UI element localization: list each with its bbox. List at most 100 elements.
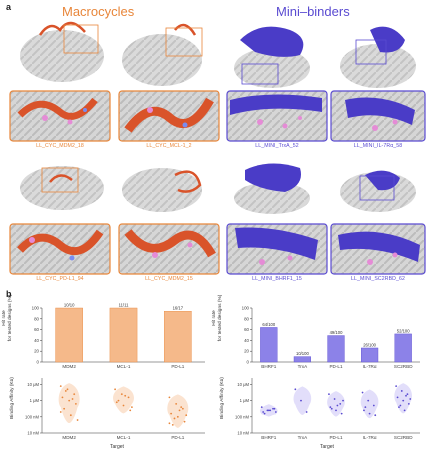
- mini-affinity-data-point: [406, 393, 409, 396]
- mini-hitrate-bar: [293, 356, 311, 363]
- mini-affinity-violin: [360, 389, 379, 419]
- mini-affinity-category-label: BHRF1: [261, 435, 277, 440]
- structure-gallery: [9, 21, 426, 275]
- panel-b-letter: b: [6, 289, 12, 299]
- mac-affinity-data-point: [63, 407, 66, 410]
- mini-affinity-data-point: [399, 404, 402, 407]
- structure-label: LL_MINI_SC2RBD_62: [351, 276, 405, 282]
- mini-hitrate-ytick-label: 40: [244, 338, 249, 343]
- mac-affinity-data-point: [59, 385, 62, 387]
- mini-affinity-ytick-label: 1 μM: [240, 398, 250, 403]
- structure-label: LL_MINI_TrxA_52: [255, 143, 299, 149]
- structure-label: LL_CYC_MDM2_18: [36, 143, 84, 149]
- structure-overview-6: [122, 168, 202, 212]
- structure-overview-3: [234, 26, 310, 88]
- mac-affinity-data-point: [122, 404, 125, 407]
- mini-hitrate-data-label: 52/100: [397, 328, 410, 333]
- mini-affinity-data-point: [374, 414, 377, 417]
- mac-affinity-data-point: [69, 414, 72, 417]
- mac-affinity-data-point: [120, 393, 123, 396]
- mini-hitrate-ytick-label: 0: [247, 360, 250, 365]
- mac-affinity-data-point: [59, 411, 62, 413]
- mini-affinity-data-point: [368, 412, 371, 415]
- mac-hitrate-category-label: MCL-1: [117, 364, 131, 369]
- structure-zoom-1: [9, 90, 111, 142]
- structure-label: LL_MINI_IL-7Rα_58: [353, 143, 403, 149]
- mac-affinity-violin: [58, 383, 80, 424]
- mini-affinity-data-point: [402, 399, 405, 402]
- mac-affinity-data-point: [74, 402, 77, 405]
- mac-affinity-data-point: [170, 412, 173, 415]
- mac-affinity-data-point: [127, 396, 130, 399]
- mini-affinity-data-point: [330, 407, 333, 410]
- mini-affinity-data-point: [269, 409, 272, 412]
- mac-affinity-data-point: [114, 388, 116, 391]
- mac-affinity-data-point: [71, 398, 74, 400]
- mac-hitrate-category-label: MDM2: [62, 364, 76, 369]
- mini-affinity-data-point: [396, 396, 399, 399]
- mini-hitrate-ytick-label: 20: [244, 349, 249, 354]
- mini-affinity-violin: [394, 383, 413, 414]
- mini-affinity-data-point: [267, 409, 270, 412]
- mini-affinity-data-point: [266, 409, 269, 412]
- mini-affinity-data-point: [336, 404, 339, 407]
- structure-zoom-2: [118, 90, 220, 142]
- mini-affinity-data-point: [340, 412, 343, 415]
- mini-affinity-category-label: SC2RBD: [394, 435, 413, 440]
- structure-overview-5: [20, 166, 104, 210]
- mini-affinity-data-point: [342, 399, 344, 402]
- mac-affinity-data-point: [185, 414, 188, 417]
- mac-affinity-data-point: [178, 409, 181, 412]
- mini-hitrate-data-label: 10/100: [296, 351, 309, 356]
- mac-hitrate-bar: [55, 307, 83, 363]
- mini-hitrate-category-label: BHRF1: [261, 364, 277, 369]
- mini-hitrate-category-label: IL-7Rα: [363, 364, 377, 369]
- mini-hitrate-bar: [361, 347, 379, 363]
- mini-affinity-data-point: [272, 407, 274, 410]
- mac-affinity-data-point: [168, 422, 171, 425]
- mac-hitrate-ytick-label: 80: [34, 316, 39, 321]
- mini-hitrate-category-label: SC2RBD: [394, 364, 413, 369]
- structure-zoom-8: [330, 223, 426, 275]
- mac-affinity-category-label: PD-L1: [171, 435, 184, 440]
- macrocycles-header: Macrocycles: [62, 4, 135, 19]
- mac-affinity-category-label: MDM2: [62, 435, 76, 440]
- mini-affinity-data-point: [305, 411, 308, 413]
- mini-affinity-data-point: [300, 399, 302, 402]
- structure-label: LL_CYC_MDM2_15: [145, 276, 193, 282]
- mini-affinity-data-point: [398, 406, 400, 409]
- structure-label: LL_CYC_PD-L1_94: [36, 276, 84, 282]
- mac-affinity-data-point: [61, 396, 64, 399]
- mac-affinity-data-point: [73, 393, 76, 396]
- structure-zoom-6: [118, 223, 220, 275]
- mac-hitrate-bar: [109, 307, 138, 363]
- mini-affinity-data-point: [409, 398, 412, 400]
- mini-hitrate-data-label: 26/100: [363, 342, 376, 347]
- mac-hitrate-ytick-label: 100: [32, 306, 40, 311]
- mini-hitrate-ytick-label: 60: [244, 327, 249, 332]
- mini-affinity-data-point: [367, 399, 370, 402]
- mac-affinity-data-point: [180, 406, 183, 409]
- mini-hitrate-ytick-label: 100: [242, 306, 250, 311]
- mini-hitrate-data-label: 64/100: [262, 322, 275, 327]
- mini-hitrate-category-label: PD-L1: [329, 364, 342, 369]
- mini-affinity-data-point: [372, 404, 375, 407]
- mac-affinity-data-point: [68, 399, 71, 402]
- mac-affinity-data-point: [76, 419, 79, 421]
- mini-affinity-data-point: [263, 412, 266, 415]
- mac-affinity-data-point: [64, 390, 67, 392]
- structure-zoom-7: [226, 223, 328, 275]
- mac-affinity-data-point: [124, 394, 127, 397]
- mini-affinity-data-point: [364, 406, 367, 409]
- mac-affinity-data-point: [176, 415, 179, 418]
- mini-affinity-category-label: PD-L1: [329, 435, 342, 440]
- mac-hitrate-ytick-label: 0: [37, 360, 40, 365]
- mini-affinity-violin: [293, 386, 312, 415]
- mini-affinity-data-point: [405, 394, 407, 397]
- mini-affinity-data-point: [407, 402, 410, 405]
- structure-zoom-5: [9, 223, 111, 275]
- mini-affinity-data-point: [335, 409, 337, 412]
- mac-affinity-data-point: [173, 417, 176, 420]
- structure-zoom-4: [330, 90, 426, 142]
